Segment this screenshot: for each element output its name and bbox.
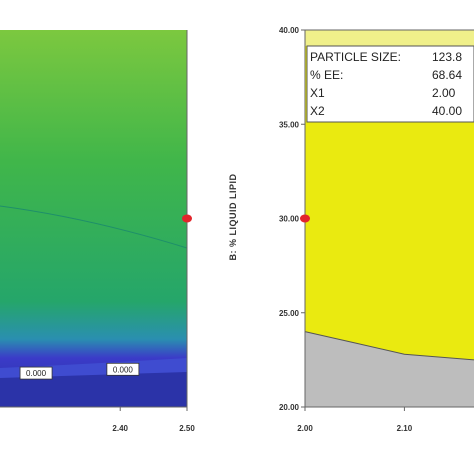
contour-label-text: 0.000 <box>113 365 134 374</box>
left-plot-area <box>0 30 187 407</box>
right-top-band <box>305 30 474 46</box>
right-y-tick-label: 25.00 <box>279 309 300 318</box>
left-x-ticks: 2.40 2.50 <box>112 407 195 433</box>
left-contour-line <box>0 205 188 249</box>
contour-label-text: 0.000 <box>26 369 47 378</box>
left-x-tick-label: 2.40 <box>112 424 128 433</box>
right-y-ticks: 20.00 25.00 30.00 35.00 40.00 <box>279 26 305 412</box>
flag-background <box>306 45 474 123</box>
contour-label: 0.000 <box>19 366 53 380</box>
right-design-point <box>300 214 310 223</box>
right-y-tick-label: 40.00 <box>279 26 300 35</box>
right-x-tick-label: 2.10 <box>397 424 413 433</box>
flag-row-label: PARTICLE SIZE: <box>310 50 401 64</box>
right-y-tick-label: 20.00 <box>279 403 300 412</box>
flag-row-value: 68.64 <box>432 68 462 82</box>
flag-row-value: 2.00 <box>432 86 456 100</box>
right-overlay-plot: B: % LIQUID LIPID PARTICLE SIZE: 123.8 % E… <box>228 26 474 433</box>
right-y-tick-label: 30.00 <box>279 215 300 224</box>
flag-row-value: 40.00 <box>432 104 462 118</box>
flag-row-label: X2 <box>310 104 325 118</box>
right-infeasible-region <box>305 331 474 407</box>
flag-row-value: 123.8 <box>432 50 462 64</box>
right-boundary-line <box>304 331 474 361</box>
flag-box: PARTICLE SIZE: 123.8 % EE: 68.64 X1 2.00 X2 40.… <box>306 45 474 123</box>
right-y-tick-label: 35.00 <box>279 120 300 129</box>
left-contour-labels: 0.000 0.000 <box>19 362 140 380</box>
contour-label-box <box>19 366 53 380</box>
left-design-point <box>182 214 192 223</box>
right-y-axis-label: B: % LIQUID LIPID <box>228 174 238 261</box>
right-x-ticks: 2.00 2.10 <box>297 407 413 433</box>
right-x-tick-label: 2.00 <box>297 424 313 433</box>
contour-label-box <box>106 362 140 376</box>
left-x-tick-label: 2.50 <box>179 424 195 433</box>
design-point-marker <box>300 214 310 223</box>
flag-row-label: X1 <box>310 86 325 100</box>
contour-label: 0.000 <box>106 362 140 376</box>
design-point-marker <box>182 214 192 223</box>
left-contour-plot: 2.40 2.50 0.000 0.000 <box>0 30 195 433</box>
flag-row-label: % EE: <box>310 68 343 82</box>
